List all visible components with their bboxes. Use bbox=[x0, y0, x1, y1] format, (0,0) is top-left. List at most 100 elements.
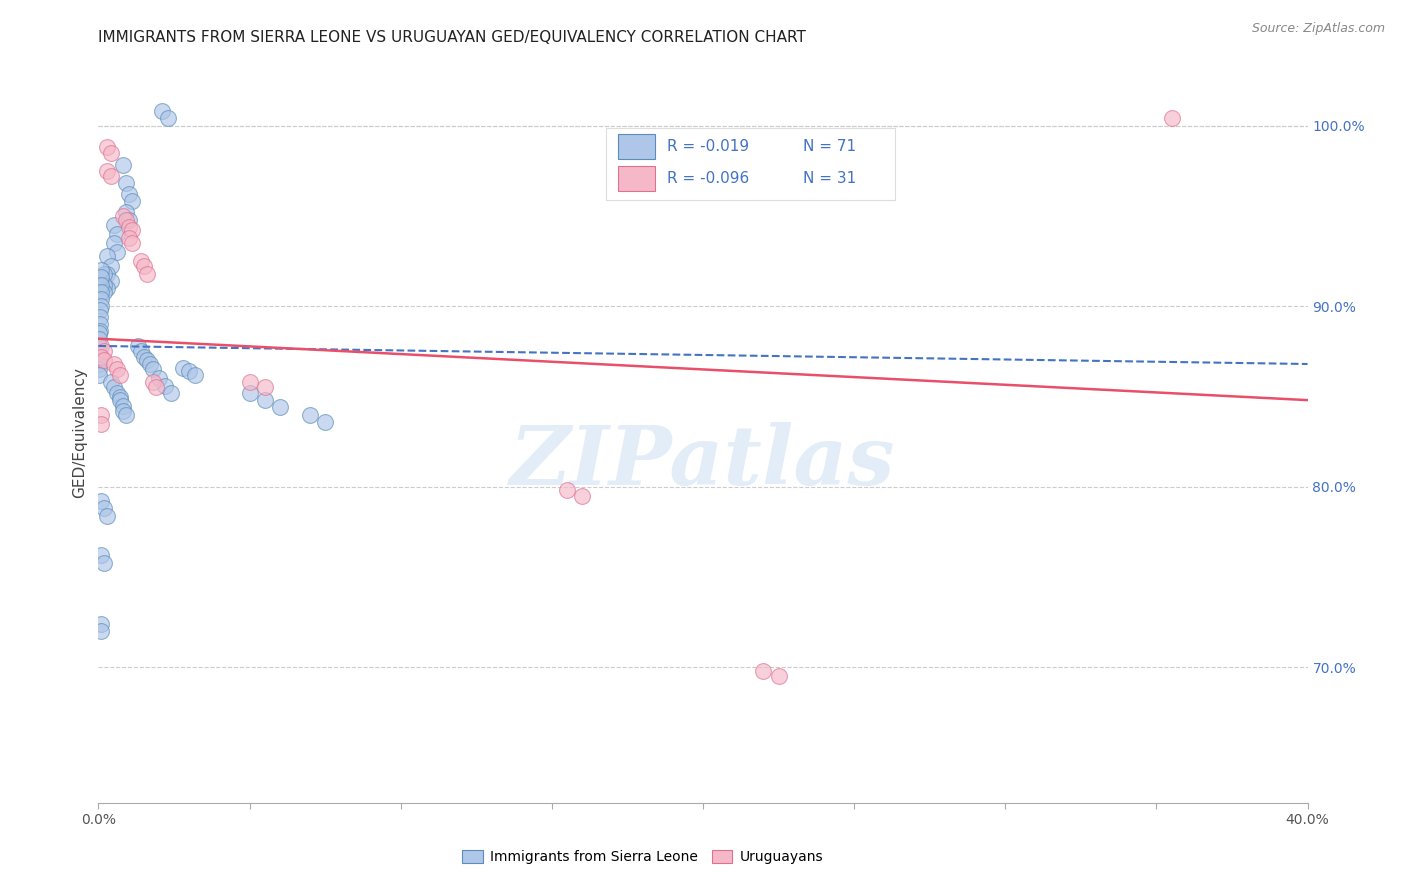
Point bbox=[114, 205, 136, 219]
Point bbox=[89, 332, 111, 346]
Point bbox=[571, 489, 593, 503]
Point bbox=[111, 404, 134, 418]
Point bbox=[148, 371, 170, 385]
Point bbox=[89, 310, 111, 324]
Point bbox=[105, 227, 128, 241]
Point bbox=[153, 378, 176, 392]
Text: N = 71: N = 71 bbox=[803, 138, 856, 153]
Point bbox=[269, 401, 291, 415]
Point bbox=[118, 219, 141, 234]
Point bbox=[132, 260, 155, 274]
Text: N = 31: N = 31 bbox=[803, 170, 856, 186]
Point bbox=[108, 368, 131, 382]
Point bbox=[142, 362, 165, 376]
Point bbox=[118, 230, 141, 244]
Point bbox=[127, 339, 149, 353]
Point bbox=[555, 483, 578, 498]
Point bbox=[89, 302, 111, 317]
Point bbox=[90, 408, 112, 422]
Point bbox=[172, 360, 194, 375]
Point bbox=[96, 163, 118, 178]
Point bbox=[100, 169, 122, 184]
Point bbox=[96, 140, 118, 154]
Point bbox=[145, 380, 167, 394]
Point bbox=[118, 187, 141, 202]
Point bbox=[93, 267, 115, 281]
Point bbox=[129, 254, 152, 268]
FancyBboxPatch shape bbox=[617, 166, 655, 191]
FancyBboxPatch shape bbox=[617, 134, 655, 160]
Text: R = -0.096: R = -0.096 bbox=[666, 170, 749, 186]
Point bbox=[239, 385, 262, 400]
Point bbox=[105, 385, 128, 400]
Point bbox=[90, 624, 112, 639]
Point bbox=[93, 556, 115, 570]
Text: R = -0.019: R = -0.019 bbox=[666, 138, 749, 153]
Point bbox=[150, 104, 173, 119]
Point bbox=[103, 380, 125, 394]
Point bbox=[121, 235, 143, 250]
Point bbox=[160, 385, 183, 400]
Point bbox=[299, 408, 322, 422]
Point bbox=[100, 145, 122, 160]
Point bbox=[90, 292, 112, 306]
Point bbox=[89, 325, 111, 339]
Point bbox=[96, 508, 118, 523]
Point bbox=[96, 267, 118, 281]
Point bbox=[142, 375, 165, 389]
Point bbox=[135, 353, 157, 368]
Point bbox=[118, 212, 141, 227]
Text: IMMIGRANTS FROM SIERRA LEONE VS URUGUAYAN GED/EQUIVALENCY CORRELATION CHART: IMMIGRANTS FROM SIERRA LEONE VS URUGUAYA… bbox=[98, 29, 806, 45]
Point bbox=[87, 353, 110, 368]
Point bbox=[89, 346, 111, 360]
Point bbox=[105, 245, 128, 260]
Point bbox=[111, 158, 134, 172]
Text: ZIPatlas: ZIPatlas bbox=[510, 422, 896, 502]
Point bbox=[90, 263, 112, 277]
Point bbox=[103, 218, 125, 232]
Point bbox=[89, 326, 111, 341]
Point bbox=[87, 362, 110, 376]
Point bbox=[135, 267, 157, 281]
Point bbox=[90, 339, 112, 353]
Point bbox=[121, 223, 143, 237]
Point bbox=[89, 339, 111, 353]
Point bbox=[100, 260, 122, 274]
Point bbox=[114, 212, 136, 227]
Point bbox=[90, 417, 112, 431]
Point bbox=[93, 277, 115, 292]
Point bbox=[253, 380, 276, 394]
Point bbox=[156, 112, 179, 126]
Point bbox=[96, 281, 118, 295]
Point bbox=[87, 357, 110, 371]
Point bbox=[114, 177, 136, 191]
Point bbox=[105, 362, 128, 376]
Point bbox=[314, 415, 336, 429]
Point bbox=[108, 393, 131, 408]
Point bbox=[90, 299, 112, 313]
Point bbox=[111, 399, 134, 413]
Point bbox=[90, 617, 112, 632]
Point bbox=[184, 368, 207, 382]
Point bbox=[90, 277, 112, 292]
Point bbox=[139, 357, 162, 371]
Point bbox=[90, 285, 112, 299]
Text: Source: ZipAtlas.com: Source: ZipAtlas.com bbox=[1251, 22, 1385, 36]
Point bbox=[100, 375, 122, 389]
Point bbox=[129, 344, 152, 359]
Point bbox=[121, 194, 143, 209]
Point bbox=[768, 669, 790, 683]
Point bbox=[253, 393, 276, 408]
Point bbox=[132, 350, 155, 364]
Legend: Immigrants from Sierra Leone, Uruguayans: Immigrants from Sierra Leone, Uruguayans bbox=[457, 845, 828, 870]
Point bbox=[93, 501, 115, 516]
Point bbox=[93, 353, 115, 368]
Point bbox=[87, 368, 110, 382]
Point bbox=[179, 364, 201, 378]
Point bbox=[89, 318, 111, 332]
Point bbox=[93, 285, 115, 299]
Point bbox=[90, 350, 112, 364]
Point bbox=[100, 274, 122, 288]
Point bbox=[90, 270, 112, 285]
Y-axis label: GED/Equivalency: GED/Equivalency bbox=[72, 368, 87, 498]
